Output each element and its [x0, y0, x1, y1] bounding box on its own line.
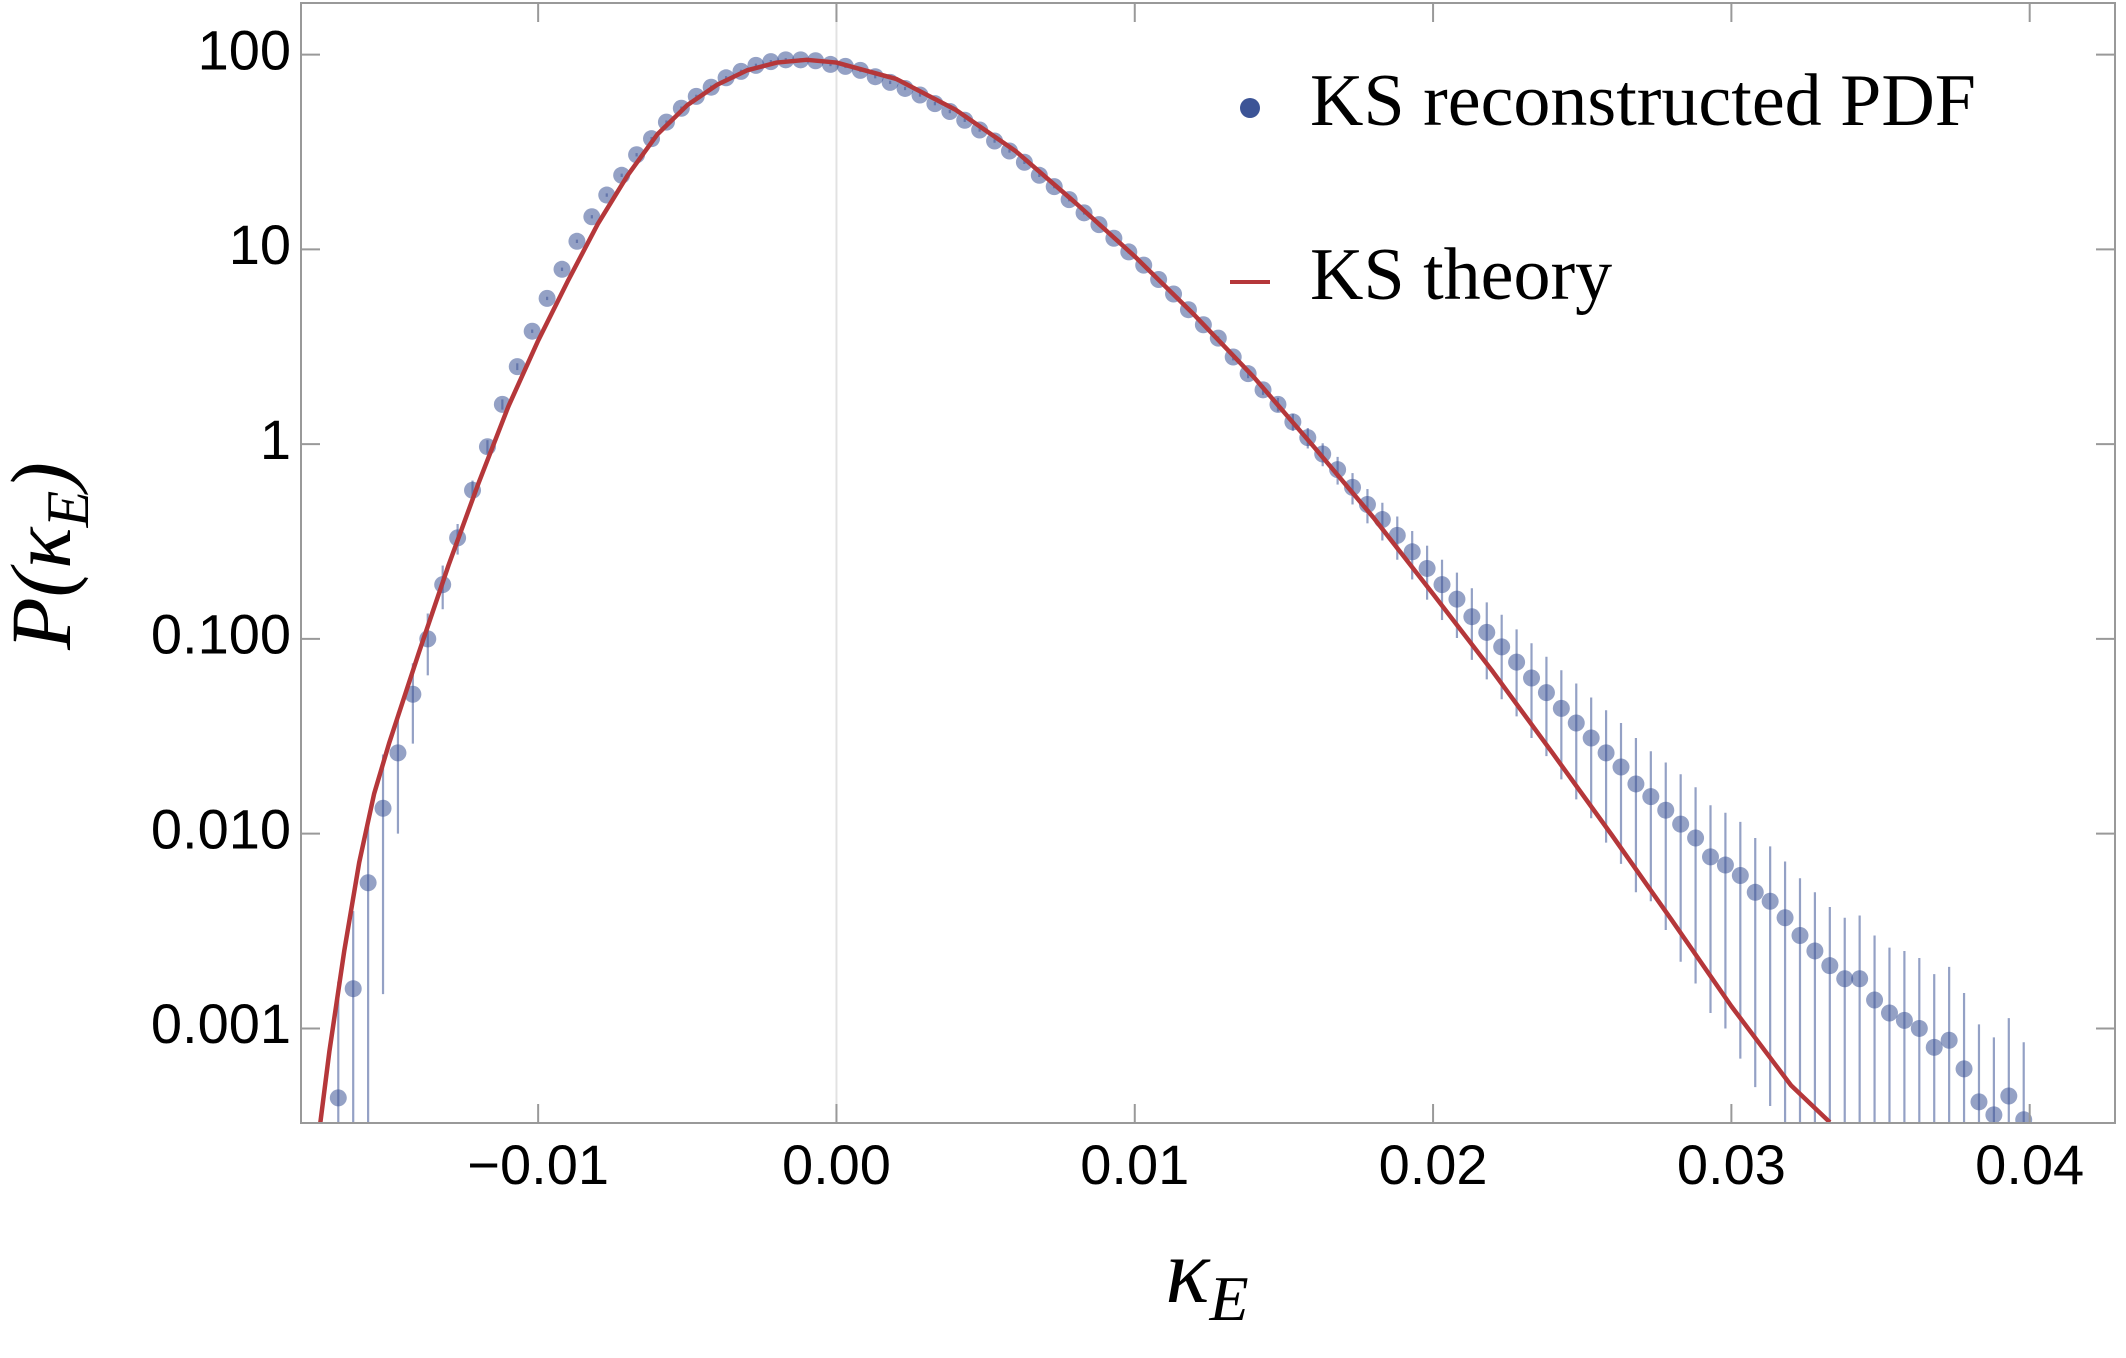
- data-point: [1866, 991, 1884, 1009]
- data-point: [1493, 638, 1511, 656]
- data-point: [583, 208, 601, 226]
- data-point: [1761, 892, 1779, 910]
- data-point: [1716, 856, 1734, 874]
- data-point: [1925, 1038, 1943, 1056]
- x-tick-label: 0.02: [1379, 1133, 1488, 1196]
- x-label-sub: E: [1209, 1263, 1249, 1334]
- data-point: [1329, 461, 1347, 479]
- data-point: [1970, 1093, 1988, 1111]
- y-tick-label: 1: [260, 408, 291, 471]
- data-point: [1433, 576, 1451, 594]
- data-point: [553, 260, 571, 278]
- data-point: [1403, 543, 1421, 561]
- y-tick-label: 0.010: [151, 797, 291, 860]
- data-point: [508, 358, 526, 376]
- plot-area: [318, 51, 2033, 1123]
- y-tick-label: 100: [198, 18, 291, 81]
- data-point: [956, 111, 974, 129]
- data-point: [1806, 942, 1824, 960]
- x-tick-label: 0.04: [1975, 1133, 2084, 1196]
- y-label-sub: E: [35, 491, 101, 529]
- data-point: [1000, 142, 1018, 160]
- data-point: [986, 132, 1004, 150]
- data-point: [1672, 815, 1690, 833]
- data-point: [2015, 1111, 2033, 1123]
- x-tick-label: 0.03: [1677, 1133, 1786, 1196]
- data-point: [1463, 608, 1481, 626]
- data-point: [1985, 1106, 2003, 1123]
- data-point: [1015, 153, 1033, 171]
- y-label-main: P(κ: [0, 526, 89, 651]
- legend-label: KS theory: [1310, 234, 1612, 316]
- data-point: [1746, 883, 1764, 901]
- data-point: [1880, 1004, 1898, 1022]
- plot-frame: [300, 2, 2116, 1124]
- data-point: [1567, 714, 1585, 732]
- data-point: [1701, 848, 1719, 866]
- data-point: [2000, 1087, 2018, 1105]
- data-point: [1895, 1011, 1913, 1029]
- x-axis-label: κE: [1165, 1220, 1248, 1334]
- data-point: [1537, 684, 1555, 702]
- data-point: [1344, 478, 1362, 496]
- data-point: [1642, 788, 1660, 806]
- x-tick-label: 0.00: [782, 1133, 891, 1196]
- data-point: [1910, 1019, 1928, 1037]
- data-point: [374, 799, 392, 817]
- data-point: [344, 980, 362, 998]
- data-point: [657, 113, 675, 131]
- y-tick-label: 0.100: [151, 603, 291, 666]
- data-point: [1030, 166, 1048, 184]
- x-tick-label: 0.01: [1080, 1133, 1189, 1196]
- data-point: [1776, 909, 1794, 927]
- data-point: [329, 1089, 347, 1107]
- data-point: [359, 874, 377, 892]
- data-point: [1731, 866, 1749, 884]
- data-point: [1582, 729, 1600, 747]
- data-point: [523, 322, 541, 340]
- data-point: [1552, 699, 1570, 717]
- data-point: [1940, 1031, 1958, 1049]
- y-axis-label: P(κE): [0, 462, 101, 651]
- data-point: [1851, 970, 1869, 988]
- data-point: [1478, 623, 1496, 641]
- data-point: [1821, 957, 1839, 975]
- legend-label: KS reconstructed PDF: [1310, 60, 1976, 142]
- data-point: [1523, 669, 1541, 687]
- data-point: [1627, 775, 1645, 793]
- data-point: [1508, 653, 1526, 671]
- y-tick-label: 0.001: [151, 992, 291, 1055]
- data-point: [1418, 559, 1436, 577]
- data-point: [1791, 927, 1809, 945]
- data-point: [568, 232, 586, 250]
- x-tick-label: −0.01: [467, 1133, 609, 1196]
- data-point: [389, 744, 407, 762]
- legend-marker: [1240, 98, 1260, 118]
- y-label-close: ): [0, 462, 89, 496]
- data-point: [1448, 590, 1466, 608]
- theory-line: [318, 57, 1832, 1123]
- data-point: [1836, 970, 1854, 988]
- data-point: [1687, 829, 1705, 847]
- data-point: [1612, 758, 1630, 776]
- x-label-main: κ: [1165, 1220, 1211, 1322]
- y-tick-label: 10: [229, 213, 291, 276]
- data-point: [1955, 1060, 1973, 1078]
- data-point: [1657, 801, 1675, 819]
- data-point: [1597, 744, 1615, 762]
- data-point: [538, 289, 556, 307]
